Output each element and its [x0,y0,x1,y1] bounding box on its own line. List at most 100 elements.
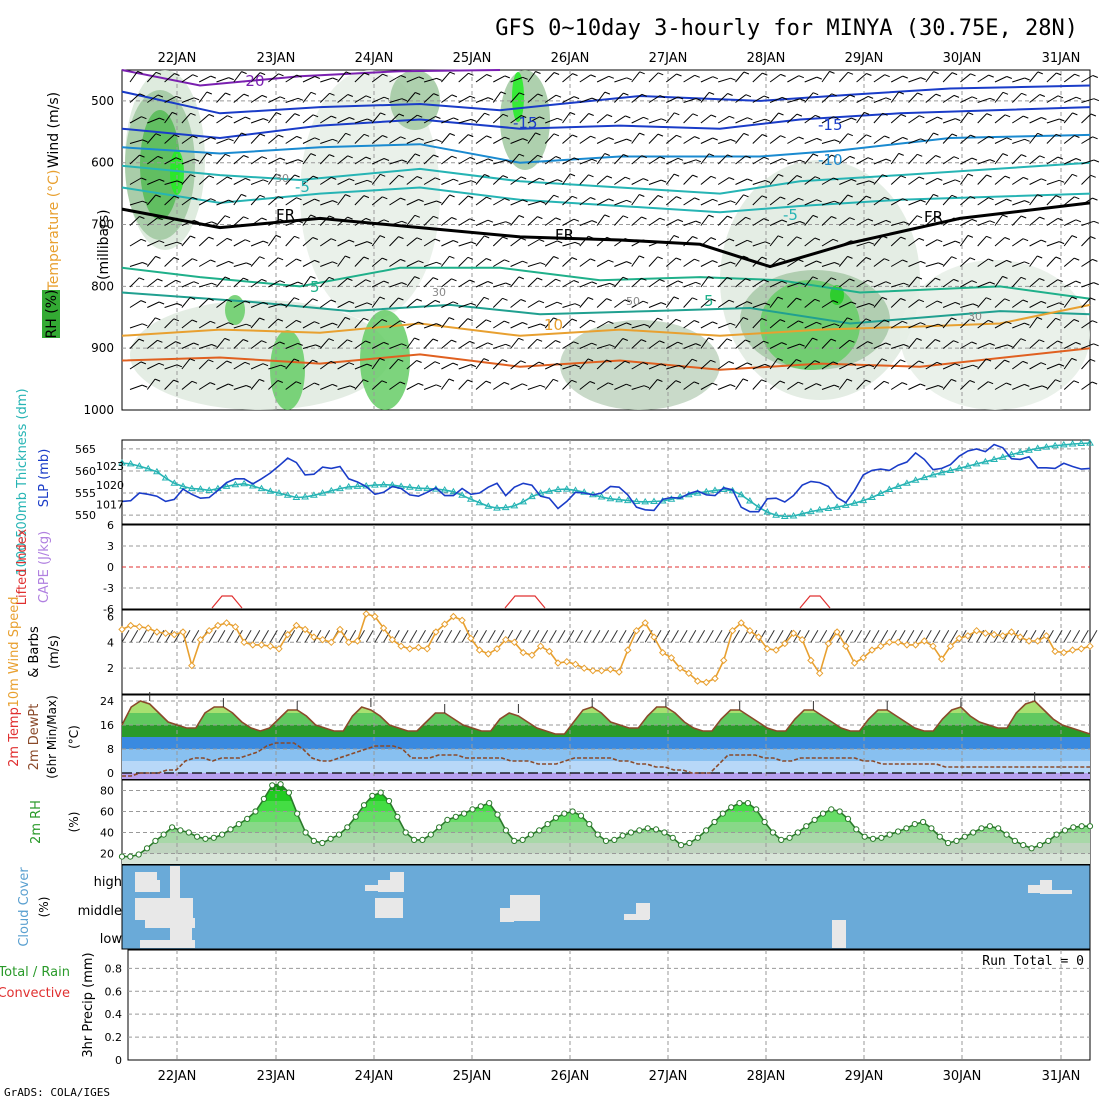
wind-barb [994,198,1007,206]
wind-barb-feather [398,174,404,178]
wind-barb-feather [882,174,888,178]
wind-barb [735,301,748,308]
wind-barb [735,317,744,329]
wind-barb-feather [470,180,477,184]
wind-barb [804,321,817,329]
wind-barb [890,198,903,206]
wind10m-barb [531,630,540,643]
rh2m-line-point [653,826,660,833]
wind-barb [441,117,454,124]
rh2m-line-point [920,818,927,826]
wind-barb [787,159,800,165]
wind10m-line-point [388,635,397,644]
wind-barb-feather [483,358,489,362]
wind-barb [977,220,990,226]
wind-barb-feather [401,98,408,102]
wind-barb-feather [518,215,525,218]
wind-barb [1046,363,1060,370]
wind-barb-feather [142,139,148,143]
bottom-date-axis: 22JAN 23JAN 24JAN 25JAN 26JAN 27JAN 28JAN 29JAN… [158,1069,1081,1084]
wind-barb-feather [467,379,473,383]
rh2m-line-point [411,836,418,844]
wind-barb [423,200,437,206]
wind-barb-feather [1090,174,1096,178]
wind-barb [1011,92,1022,103]
wind-barb [544,340,556,349]
rh2m-line-point [786,834,793,841]
thickness-line-point [371,481,379,488]
wind10m-panel: 246 10m Wind Speed & Barbs (m/s) [7,597,1098,707]
wind-barb-feather [314,76,320,79]
wind-barb [614,138,627,144]
wind-barb [544,278,556,288]
wind-barb-feather [937,116,943,120]
wind-barb [1029,317,1038,329]
wind-barb-feather [780,196,786,200]
wind-barb [441,94,453,103]
wind10m-line-point [754,633,763,641]
wind-barb-feather [660,240,667,244]
wind10m-line-point [170,630,179,639]
wind-barb [406,298,418,308]
wind-barb [942,156,955,165]
wind-barb [752,195,763,206]
wind-barb-feather [730,261,736,265]
wind-barb-feather [972,364,978,368]
thickness-line-point [746,497,754,504]
wind-barb [804,383,817,390]
wind-barb [544,317,554,329]
wind-barb [942,301,956,308]
wind-barb-feather [933,193,939,197]
wind-barb [994,76,1008,83]
wind-barb [631,385,645,390]
wind-barb [268,196,279,206]
wind-barb [285,174,295,185]
wind10m-line-point [606,665,615,674]
wind-barb-feather [625,176,631,180]
wind10m-barb [679,630,688,643]
wind-barb-feather [918,299,925,303]
wind-barb [458,279,470,288]
wind-barb-feather [953,278,959,282]
wind10m-line-point [876,642,885,650]
wind-barb-feather [969,380,975,383]
wind-barb [250,194,261,206]
wind-barb-feather [1055,256,1061,260]
wind-barb-feather [504,75,510,79]
wind-barb [371,341,384,349]
wind-barb [389,220,402,226]
wind-barb-feather [988,319,994,323]
rh2m-line-point [769,829,777,836]
rh2m-line-point [627,829,635,836]
wind-barb [423,116,436,124]
wind-barb [423,277,434,288]
wind-barb [942,363,956,370]
wind-barb-feather [416,237,423,241]
wind-barb-feather [970,73,976,77]
wind-barb [354,279,366,288]
thickness-line-point [929,470,937,478]
wind-barb-feather [763,218,769,222]
lifted-index-label: Lifted Index [15,528,30,605]
wind-barb-feather [401,282,407,286]
wind-barb-feather [867,341,873,345]
wind10m-barb [906,630,915,643]
wind-barb [994,214,1004,226]
wind-barb [838,339,850,349]
wind-barb [839,178,852,185]
wind-barb [579,235,589,247]
thickness-line-point [344,482,353,490]
wind-barb-feather [155,194,161,198]
wind-barb-feather [449,71,456,75]
wind-barb-feather [173,379,179,383]
wind-barb-feather [159,178,165,182]
wind-barb [1029,194,1038,206]
thickness-line-point [728,486,737,494]
wind-barb [856,73,867,83]
wind-barb-feather [226,360,232,364]
wind-barb [769,342,782,349]
wind-barb-feather [189,358,196,362]
top-date-axis: 22JAN 23JAN 24JAN 25JAN 26JAN 27JAN 28JAN 29JAN… [158,51,1081,66]
wind-barb-feather [363,379,369,383]
rh-band [122,843,1090,854]
